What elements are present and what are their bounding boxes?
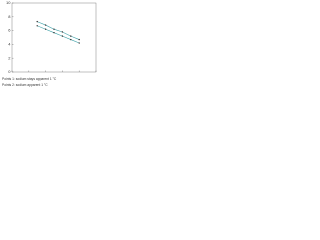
point: [53, 28, 55, 30]
y-tick-label: 0: [8, 69, 11, 74]
point: [61, 35, 64, 37]
point: [36, 20, 38, 23]
point: [44, 24, 47, 26]
point: [70, 35, 72, 37]
plot-frame: [11, 2, 97, 73]
legend-label: Points 2: sodium apparent 1 °C: [2, 83, 48, 87]
chart: 0 2 4 6 8 10 Points 1: sodium stays apparent 1…: [2, 0, 97, 87]
point: [78, 38, 80, 41]
point: [36, 25, 38, 27]
point: [44, 28, 47, 30]
point: [53, 31, 55, 34]
point: [78, 42, 80, 44]
y-tick-label: 2: [8, 55, 11, 60]
y-tick-label: 4: [8, 41, 11, 46]
y-tick-label: 10: [6, 0, 11, 5]
point: [70, 38, 72, 41]
legend-label: Points 1: sodium stays apparent 1 °C: [2, 77, 57, 81]
series-line: [37, 21, 80, 40]
series-line: [37, 25, 80, 44]
y-tick-label: 6: [8, 28, 11, 33]
y-tick-label: 8: [8, 14, 11, 19]
point: [61, 31, 64, 33]
page: 0 2 4 6 8 10 Points 1: sodium stays apparent 1…: [0, 0, 100, 91]
